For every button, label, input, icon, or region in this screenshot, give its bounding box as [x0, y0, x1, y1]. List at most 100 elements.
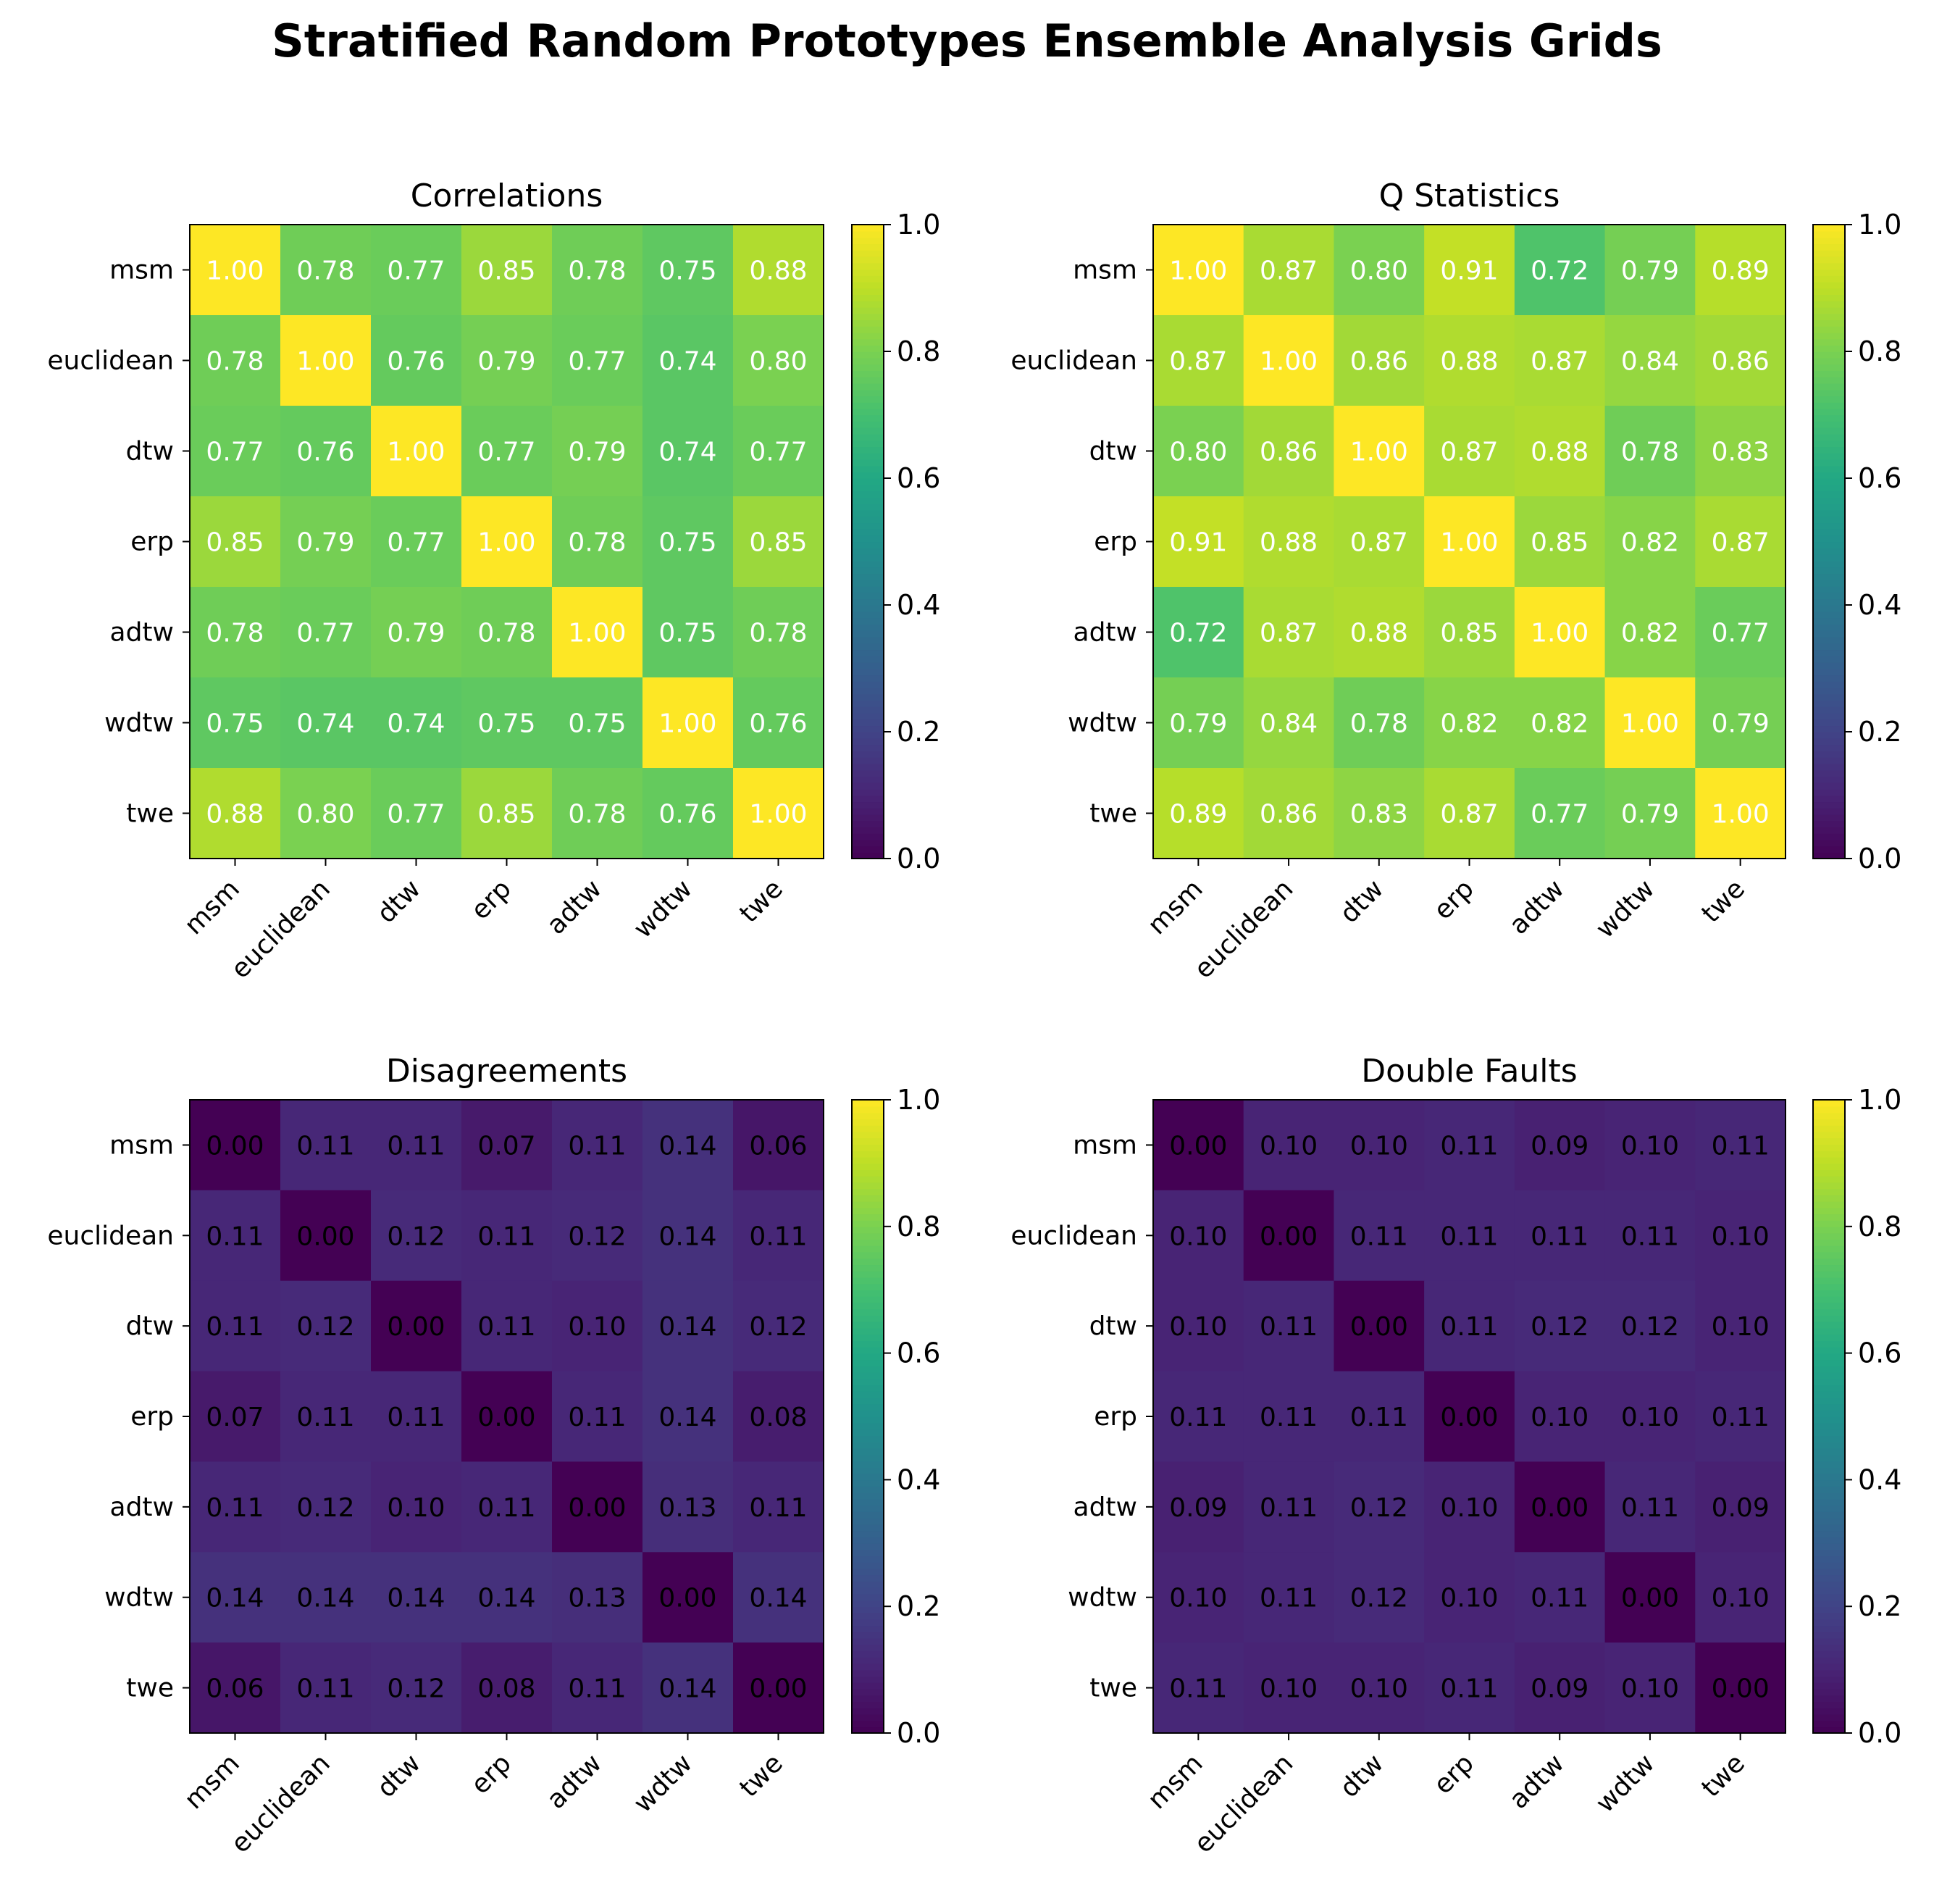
cell-value-label: 0.00 [296, 1222, 354, 1251]
heatmap-cell [642, 768, 734, 859]
colorbar-segment [852, 1385, 884, 1392]
x-tick-label: dtw [372, 1748, 427, 1803]
heatmap-cell [733, 1642, 824, 1734]
colorbar-tick-label: 1.0 [897, 1084, 940, 1116]
colorbar-segment [852, 814, 884, 822]
colorbar-segment [1813, 592, 1845, 600]
heatmap-cell [1514, 587, 1606, 678]
heatmap-cell [1243, 406, 1335, 497]
colorbar-segment [1813, 1391, 1845, 1398]
cell-value-label: 0.00 [387, 1312, 445, 1342]
colorbar-segment [1813, 1308, 1845, 1316]
cell-value-label: 0.87 [1260, 619, 1318, 648]
colorbar-segment [852, 1600, 884, 1607]
heatmap-cell [461, 1100, 553, 1191]
cell-value-label: 0.85 [477, 256, 535, 286]
heatmap-cell [1334, 1642, 1425, 1734]
colorbar-segment [852, 1688, 884, 1696]
colorbar-tick-label: 1.0 [897, 209, 940, 241]
cell-value-label: 0.10 [1350, 1674, 1408, 1704]
cell-value-label: 0.10 [1621, 1403, 1679, 1432]
colorbar-segment [1813, 509, 1845, 517]
colorbar-segment [1813, 433, 1845, 441]
cell-value-label: 0.78 [296, 256, 354, 286]
heatmap-cell [1153, 1642, 1244, 1734]
colorbar-segment [1813, 630, 1845, 638]
heatmap-cell [1514, 496, 1606, 588]
colorbar-segment [1813, 1454, 1845, 1461]
heatmap-cell [1604, 768, 1696, 859]
heatmap-panel: Double Faults 0.00 0.10 0.10 0.11 0.09 0.10 0.1… [1010, 1053, 1901, 1859]
cell-value-label: 0.11 [1440, 1674, 1498, 1704]
cell-value-label: 0.86 [1350, 347, 1408, 377]
heatmap-cell [1243, 1100, 1335, 1191]
cell-value-label: 0.86 [1260, 438, 1318, 467]
colorbar-segment [1813, 820, 1845, 828]
heatmap-cell [1695, 1642, 1786, 1734]
x-tick-label: wdtw [628, 1748, 698, 1819]
heatmap-cell [1153, 225, 1244, 316]
colorbar-tick-label: 0.0 [1858, 843, 1901, 874]
cell-value-label: 1.00 [1169, 256, 1227, 286]
heatmap-cell [1514, 1642, 1606, 1734]
colorbar-segment [852, 580, 884, 587]
heatmap-cell [280, 225, 372, 316]
colorbar-segment [1813, 1371, 1845, 1379]
colorbar-segment [1813, 1441, 1845, 1449]
cell-value-label: 0.84 [1621, 347, 1679, 377]
cell-value-label: 0.10 [1169, 1222, 1227, 1251]
cell-value-label: 0.82 [1440, 709, 1498, 739]
colorbar-segment [852, 237, 884, 245]
cell-value-label: 0.14 [658, 1312, 716, 1342]
heatmap-cell [642, 315, 734, 406]
heatmap-cell [461, 1190, 553, 1282]
colorbar-tick-label: 0.2 [897, 716, 940, 748]
heatmap-cell [1334, 1461, 1425, 1553]
y-tick-label: wdtw [1068, 1583, 1137, 1613]
heatmap-cell [1695, 225, 1786, 316]
colorbar-segment [1813, 1473, 1845, 1481]
colorbar-segment [852, 852, 884, 859]
heatmap-cell [1604, 1190, 1696, 1282]
colorbar-segment [1813, 1505, 1845, 1512]
x-tick-label: dtw [1334, 1748, 1389, 1803]
colorbar-segment [852, 1245, 884, 1253]
cell-value-label: 0.78 [477, 619, 535, 648]
cell-value-label: 0.75 [568, 709, 626, 739]
cell-value-label: 0.77 [477, 438, 535, 467]
cell-value-label: 0.11 [1712, 1131, 1770, 1161]
colorbar-segment [1813, 1124, 1845, 1132]
heatmap-cell [1604, 1461, 1696, 1553]
y-tick-label: erp [1094, 1402, 1137, 1432]
cell-value-label: 0.10 [1260, 1674, 1318, 1704]
colorbar-segment [1813, 1220, 1845, 1227]
heatmap-cell [552, 406, 643, 497]
colorbar-segment [852, 1188, 884, 1195]
colorbar-segment [1813, 1290, 1845, 1297]
colorbar-segment [852, 1106, 884, 1114]
heatmap-cell [190, 496, 281, 588]
colorbar-segment [1813, 693, 1845, 701]
colorbar-segment [852, 795, 884, 803]
colorbar-segment [852, 332, 884, 340]
colorbar-segment [1813, 624, 1845, 631]
colorbar-segment [852, 522, 884, 530]
cell-value-label: 0.14 [387, 1584, 445, 1613]
colorbar-segment [1813, 1195, 1845, 1202]
heatmap-cell [1153, 1100, 1244, 1191]
cell-value-label: 0.11 [206, 1493, 264, 1523]
cell-value-label: 0.12 [1621, 1312, 1679, 1342]
colorbar-segment [1813, 573, 1845, 580]
colorbar-segment [1813, 769, 1845, 777]
colorbar-segment [1813, 554, 1845, 561]
colorbar-segment [852, 1321, 884, 1329]
colorbar-segment [852, 617, 884, 625]
heatmap-cell [1153, 677, 1244, 769]
cell-value-label: 0.79 [387, 619, 445, 648]
heatmap-cell [280, 677, 372, 769]
colorbar-segment [1813, 732, 1845, 739]
heatmap-cell [1243, 1280, 1335, 1372]
cell-value-label: 0.88 [1531, 438, 1588, 467]
colorbar-segment [1813, 1492, 1845, 1500]
cell-value-label: 0.79 [1169, 709, 1227, 739]
